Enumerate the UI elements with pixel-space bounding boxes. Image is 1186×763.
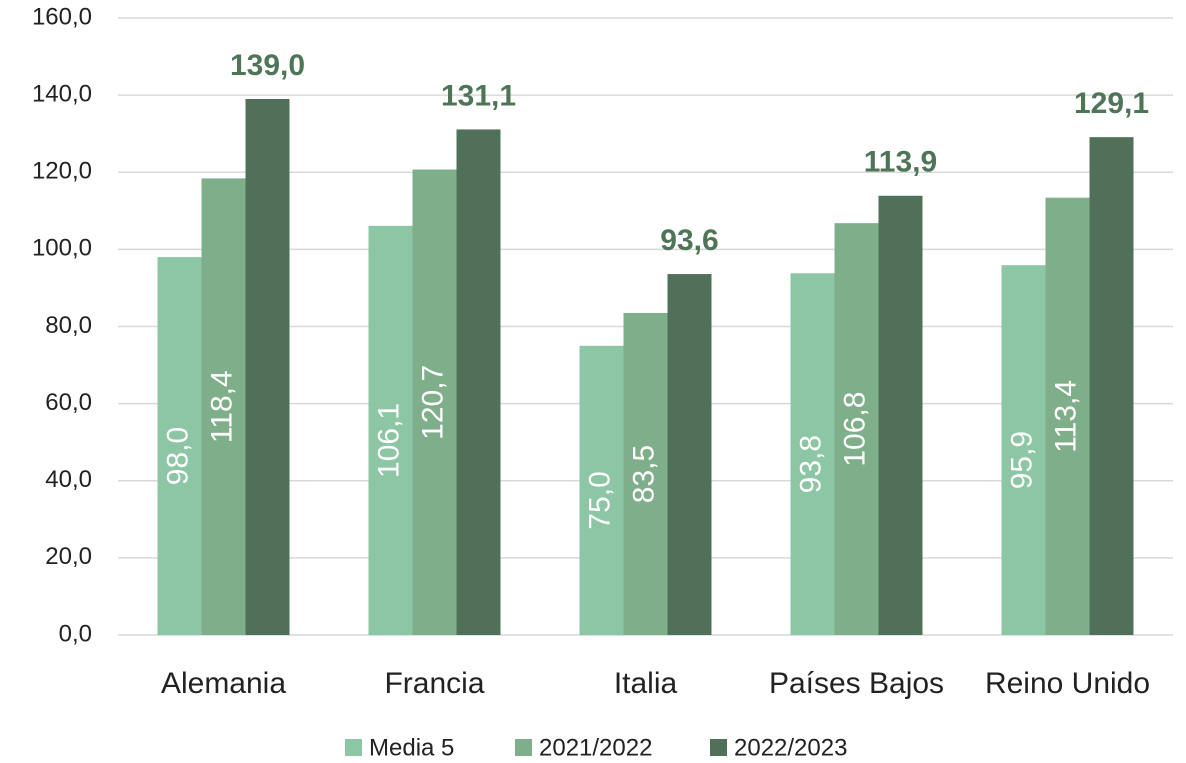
value-label: 106,1	[372, 403, 405, 478]
bar	[368, 225, 413, 635]
bar	[201, 178, 246, 636]
value-label: 75,0	[583, 471, 616, 529]
y-tick-label: 0,0	[59, 620, 92, 647]
y-tick-label: 100,0	[32, 235, 92, 262]
legend-label: 2021/2022	[539, 734, 652, 761]
bar	[834, 223, 879, 635]
bar	[412, 169, 457, 635]
bar	[1001, 265, 1046, 635]
bar	[245, 98, 290, 635]
value-label: 93,8	[794, 435, 827, 493]
y-tick-label: 140,0	[32, 80, 92, 107]
y-tick-label: 160,0	[32, 3, 92, 30]
y-tick-label: 120,0	[32, 158, 92, 185]
bar	[456, 129, 501, 635]
bar	[790, 273, 835, 635]
y-tick-label: 20,0	[45, 543, 92, 570]
bar	[623, 313, 668, 635]
x-tick-label: Reino Unido	[985, 667, 1150, 700]
bar	[1089, 137, 1134, 635]
y-tick-label: 80,0	[45, 312, 92, 339]
legend-swatch	[515, 739, 532, 756]
value-label: 113,9	[864, 146, 937, 179]
bar	[667, 274, 712, 635]
x-tick-label: Italia	[614, 667, 678, 700]
value-label: 129,1	[1074, 87, 1149, 120]
x-tick-label: Alemania	[161, 667, 286, 700]
value-label: 118,4	[205, 370, 238, 443]
x-tick-label: Francia	[384, 667, 484, 700]
value-label: 120,7	[416, 365, 449, 440]
value-label: 83,5	[627, 445, 660, 503]
legend-swatch	[710, 739, 727, 756]
y-tick-label: 60,0	[45, 389, 92, 416]
value-label: 106,8	[838, 392, 871, 467]
value-label: 131,1	[441, 79, 516, 112]
value-label: 98,0	[161, 427, 194, 485]
value-label: 139,0	[230, 49, 305, 82]
bar	[1045, 197, 1090, 636]
y-tick-label: 40,0	[45, 466, 92, 493]
value-label: 95,9	[1005, 431, 1038, 489]
value-label: 93,6	[660, 224, 718, 257]
x-tick-label: Países Bajos	[769, 667, 944, 700]
legend-label: Media 5	[369, 734, 454, 761]
legend-swatch	[345, 739, 362, 756]
bar	[157, 257, 202, 635]
bar	[878, 195, 923, 635]
value-label: 113,4	[1049, 380, 1082, 453]
legend-label: 2022/2023	[734, 734, 847, 761]
bar	[579, 345, 624, 635]
